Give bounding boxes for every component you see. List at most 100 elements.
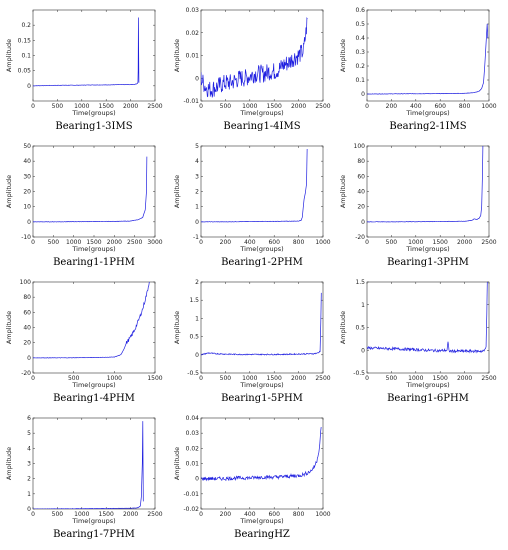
y-tick-label: 20: [357, 204, 365, 211]
x-tick-label: 400: [244, 239, 256, 246]
y-tick-label: 0: [27, 83, 31, 90]
panel-caption: Bearing1-1PHM: [53, 257, 135, 268]
y-tick-label: 0.6: [355, 7, 365, 14]
plot-area: [32, 145, 156, 238]
x-tick-label: 0: [199, 511, 203, 518]
x-tick-label: 2500: [127, 239, 142, 246]
y-tick-label: -20: [355, 234, 365, 241]
x-tick-label: 0: [365, 375, 369, 382]
y-tick-label: -1: [193, 234, 199, 241]
x-tick-label: 500: [48, 239, 60, 246]
y-tick-label: 0: [27, 355, 31, 362]
x-axis-label: Time(groups): [239, 517, 283, 525]
x-tick-label: 1500: [147, 375, 162, 382]
series-line: [367, 146, 484, 223]
x-tick-label: 1500: [99, 511, 114, 518]
x-tick-label: 500: [52, 103, 64, 110]
y-tick-label: 0: [195, 476, 199, 483]
y-tick-label: 5: [195, 143, 199, 150]
y-tick-label: 0.2: [21, 22, 31, 29]
x-tick-label: 0: [31, 103, 35, 110]
x-tick-label: 500: [386, 239, 398, 246]
y-tick-label: -0.01: [183, 491, 199, 498]
y-tick-label: 2: [27, 476, 31, 483]
plot-area: [366, 9, 490, 102]
y-axis-label: Amplitude: [173, 311, 181, 344]
series-line: [33, 421, 144, 509]
x-axis-label: Time(groups): [239, 245, 283, 253]
series-line: [367, 23, 489, 95]
panel-caption: Bearing1-7PHM: [53, 529, 135, 540]
y-tick-label: 0: [361, 347, 365, 354]
plot-area: [200, 145, 324, 238]
y-tick-label: 0.5: [355, 21, 365, 28]
series-line: [33, 282, 150, 359]
y-tick-label: 40: [23, 325, 31, 332]
y-axis-label: Amplitude: [5, 311, 13, 344]
x-axis-label: Time(groups): [71, 517, 115, 525]
y-tick-label: 3: [195, 173, 199, 180]
plot-area: [200, 281, 324, 374]
x-tick-label: 2000: [123, 103, 138, 110]
y-axis-label: Amplitude: [339, 39, 347, 72]
y-tick-label: 0.01: [186, 461, 200, 468]
chart-panel-4: 0 500 1000 1500 2000 2500 3000-1001020304050Ti…: [5, 143, 163, 268]
x-tick-label: 1000: [408, 375, 423, 382]
y-axis-label: Amplitude: [339, 311, 347, 344]
series-line: [201, 17, 308, 98]
x-tick-label: 0: [199, 239, 203, 246]
x-tick-label: 0: [365, 103, 369, 110]
y-axis-label: Amplitude: [173, 39, 181, 72]
y-tick-label: -10: [21, 234, 31, 241]
x-tick-label: 1000: [315, 511, 330, 518]
x-tick-label: 1000: [74, 103, 89, 110]
y-axis-label: Amplitude: [173, 175, 181, 208]
panel-caption: Bearing1-4IMS: [223, 121, 300, 132]
y-tick-label: 0.3: [355, 49, 365, 56]
x-tick-label: 500: [52, 511, 64, 518]
x-tick-label: 0: [31, 239, 35, 246]
y-tick-label: -0.5: [353, 370, 365, 377]
chart-panel-5: 0 200 400 600 800 1000-1012345Time(groups)Amp…: [173, 143, 331, 268]
y-axis-label: Amplitude: [5, 447, 13, 480]
chart-panel-9: 0 500 1000 1500 2000 2500-0.500.511.5Time(gro…: [339, 279, 497, 404]
y-tick-label: 0.5: [189, 334, 199, 341]
x-tick-label: 600: [434, 103, 446, 110]
chart-panel-10: 0 500 1000 1500 2000 2500 0 1 2 3 4 5 6 Time(groups) A…: [5, 415, 163, 540]
x-tick-label: 400: [410, 103, 422, 110]
series-line: [367, 282, 488, 354]
x-tick-label: 800: [293, 239, 305, 246]
y-tick-label: 100: [354, 143, 366, 150]
chart-panel-3: 0 200 400 600 800 1000 0 0.1 0.2 0.3 0.4 0.5 0.6 Time…: [339, 7, 497, 132]
y-axis-label: Amplitude: [5, 39, 13, 72]
chart-panel-1: 0 500 1000 1500 2000 2500 0 0.05 0.1 0.15 0.2 Time(…: [5, 9, 163, 132]
y-tick-label: -0.02: [183, 506, 199, 513]
y-tick-label: 0.1: [21, 53, 31, 60]
panel-caption: Bearing1-5PHM: [221, 393, 303, 404]
y-tick-label: 40: [23, 158, 31, 165]
y-tick-label: 50: [23, 143, 31, 150]
x-tick-label: 1000: [66, 239, 81, 246]
x-tick-label: 2000: [457, 239, 472, 246]
y-tick-label: 40: [357, 189, 365, 196]
y-tick-label: 1.5: [355, 279, 365, 286]
panel-caption: Bearing1-6PHM: [387, 393, 469, 404]
x-tick-label: 2500: [147, 511, 162, 518]
y-tick-label: 4: [27, 445, 31, 452]
x-tick-label: 1000: [242, 375, 257, 382]
x-tick-label: 1000: [481, 103, 496, 110]
y-tick-label: 1: [195, 204, 199, 211]
x-axis-label: Time(groups): [239, 381, 283, 389]
x-tick-label: 0: [31, 511, 35, 518]
x-tick-label: 600: [268, 239, 280, 246]
y-tick-label: 80: [23, 294, 31, 301]
y-axis-label: Amplitude: [173, 447, 181, 480]
x-tick-label: 1500: [433, 239, 448, 246]
y-tick-label: 5: [27, 430, 31, 437]
y-tick-label: 2: [195, 189, 199, 196]
x-tick-label: 0: [31, 375, 35, 382]
x-tick-label: 400: [244, 511, 256, 518]
y-tick-label: 60: [357, 173, 365, 180]
x-tick-label: 2000: [457, 375, 472, 382]
x-tick-label: 1500: [267, 103, 282, 110]
